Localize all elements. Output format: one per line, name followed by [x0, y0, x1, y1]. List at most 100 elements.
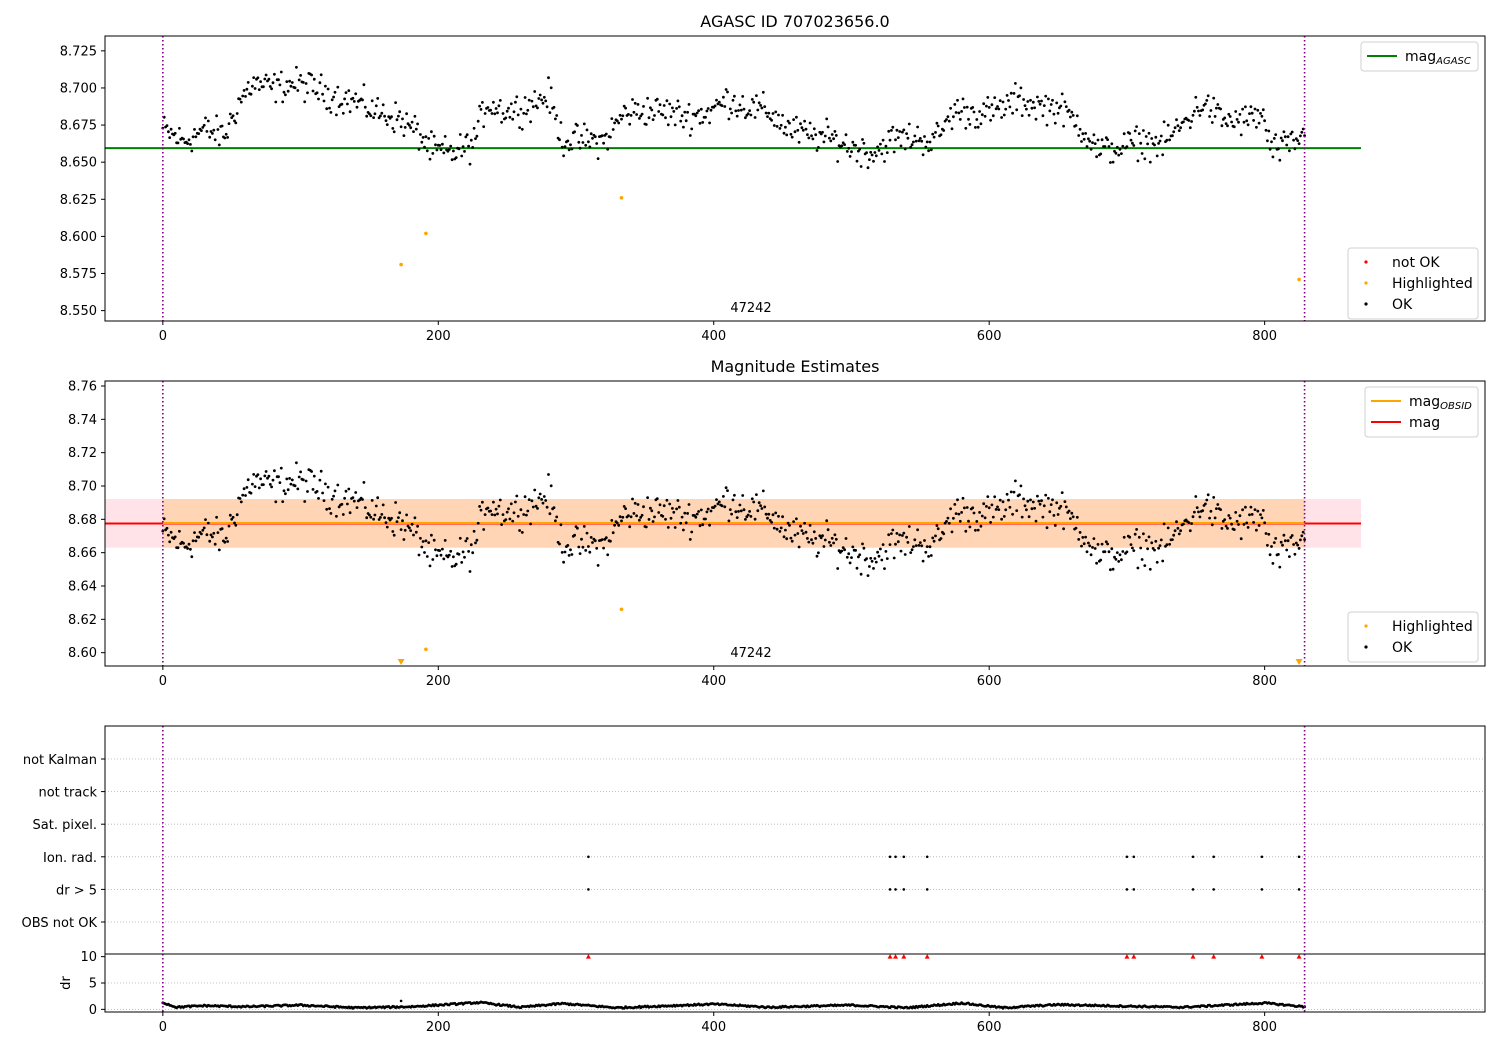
ok-point — [975, 118, 979, 121]
ok-point — [876, 550, 879, 554]
ok-point — [330, 497, 334, 501]
ok-point — [461, 550, 465, 554]
ok-point — [1115, 145, 1119, 149]
ok-point — [390, 115, 393, 119]
ok-point — [1297, 142, 1301, 146]
ok-point — [983, 114, 987, 118]
ok-point — [555, 515, 559, 519]
ok-point — [244, 494, 247, 497]
ok-point — [814, 537, 818, 540]
ok-point — [483, 112, 487, 115]
ok-point — [947, 119, 951, 123]
ok-point — [319, 469, 323, 473]
ok-point — [825, 117, 829, 121]
ok-point — [727, 519, 731, 523]
ok-point — [549, 484, 553, 488]
ok-point — [644, 525, 648, 529]
ok-point — [452, 149, 455, 153]
ok-point — [668, 502, 672, 506]
ok-point — [790, 539, 794, 543]
ok-point — [1282, 130, 1286, 134]
ok-point — [759, 104, 762, 107]
flag-category-label: dr > 5 — [56, 883, 97, 898]
ok-point — [1052, 514, 1056, 517]
ok-point — [1297, 547, 1301, 550]
ok-point — [665, 99, 669, 103]
ok-point — [942, 129, 946, 132]
ok-point — [880, 152, 884, 156]
ok-point — [1008, 505, 1012, 509]
ok-point — [1049, 503, 1053, 506]
ok-point — [920, 139, 924, 143]
ok-point — [324, 84, 327, 88]
ok-point — [588, 550, 592, 554]
ok-point — [675, 507, 678, 511]
ok-point — [834, 134, 838, 137]
ok-point — [178, 126, 181, 130]
ok-point — [1001, 100, 1005, 104]
ok-point — [673, 526, 677, 529]
ok-point — [379, 114, 382, 118]
ok-point — [1132, 549, 1136, 552]
ok-point — [205, 130, 209, 133]
ok-point — [684, 119, 688, 123]
ok-point — [251, 482, 254, 486]
ok-point — [1162, 522, 1166, 526]
ok-point — [723, 505, 727, 509]
x-tick-label: 200 — [426, 329, 451, 344]
ok-point — [504, 116, 508, 120]
ok-point — [286, 89, 290, 93]
ok-point — [1197, 510, 1200, 514]
ok-point — [804, 127, 808, 131]
ok-point — [734, 109, 738, 113]
ok-point — [211, 132, 214, 135]
highlighted-point — [399, 262, 403, 267]
ok-point — [980, 514, 984, 518]
ok-point — [286, 488, 290, 492]
x-tick-label: 600 — [977, 674, 1002, 689]
ok-point — [1255, 528, 1258, 532]
ok-point — [1204, 102, 1207, 106]
ok-point — [1125, 550, 1129, 554]
ok-point — [679, 521, 683, 525]
ok-point — [866, 574, 870, 577]
ok-point — [934, 534, 937, 538]
ok-point — [395, 520, 399, 523]
ok-point — [1025, 508, 1028, 512]
ok-point — [1293, 552, 1297, 556]
ok-point — [267, 474, 271, 478]
ok-point — [699, 508, 703, 512]
ok-point — [478, 104, 481, 108]
ok-point — [905, 535, 908, 539]
ok-point — [932, 539, 936, 543]
ok-point — [233, 119, 236, 123]
ok-point — [555, 114, 559, 117]
ok-point — [505, 109, 509, 113]
flag-point — [925, 855, 929, 859]
highlighted-point — [424, 647, 428, 652]
ok-point — [416, 122, 419, 126]
ok-point — [741, 494, 745, 497]
ok-point — [1179, 126, 1182, 130]
ok-point — [832, 541, 835, 545]
ok-point — [1257, 121, 1261, 125]
ok-point — [753, 116, 757, 119]
ok-point — [771, 513, 775, 517]
ok-point — [1212, 96, 1216, 100]
ok-point — [1216, 503, 1220, 506]
ok-point — [355, 105, 359, 109]
ok-point — [295, 461, 298, 465]
ok-point — [953, 103, 957, 106]
ok-point — [383, 516, 386, 520]
ok-point — [430, 130, 433, 134]
ok-point — [447, 148, 451, 151]
ok-point — [421, 136, 425, 139]
flag-category-label: not Kalman — [23, 753, 97, 768]
ok-point — [986, 495, 990, 498]
ok-point — [1069, 115, 1072, 119]
ok-point — [329, 111, 333, 114]
ok-point — [299, 74, 302, 77]
ok-point — [1053, 524, 1057, 527]
ok-point — [1190, 120, 1193, 123]
ok-point — [1300, 534, 1304, 538]
